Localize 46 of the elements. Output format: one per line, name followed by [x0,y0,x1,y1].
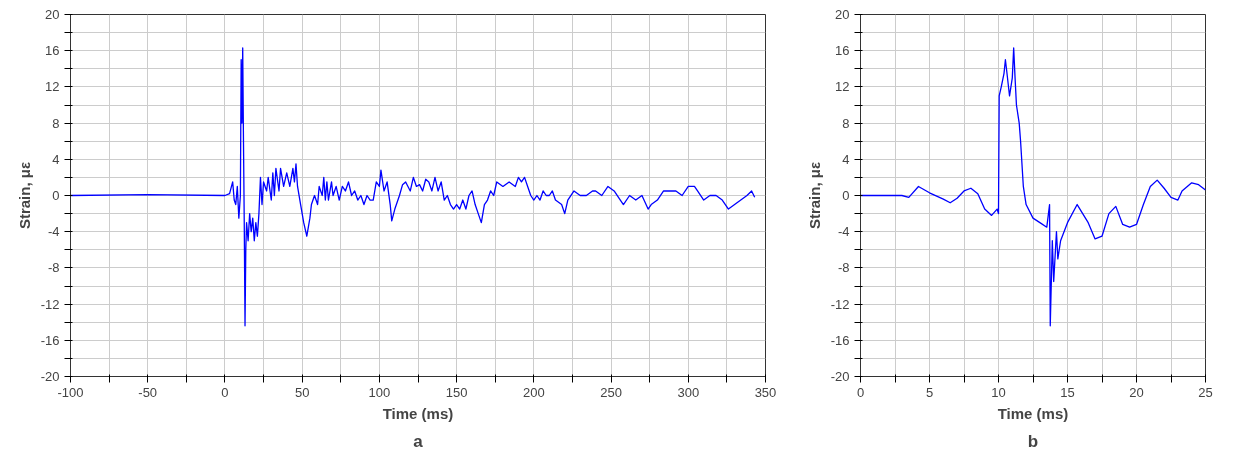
x-tick-label: 100 [368,384,391,400]
y-tick-label: 16 [45,43,60,59]
y-tick-label: 0 [52,188,60,203]
y-tick-label: -4 [837,224,850,240]
y-tick-label: 16 [835,43,850,59]
x-tick-label: 50 [294,384,310,400]
line-series [70,47,756,327]
text: b [1027,431,1039,451]
y-tick-label: -8 [47,260,60,276]
y-tick-label: 12 [45,79,60,95]
y-tick-label: 20 [835,7,850,22]
x-tick-label: 200 [522,384,545,400]
y-axis-title: Strain, με [15,161,33,230]
x-tick-label: 10 [991,384,1006,400]
y-tick-label: -4 [47,224,60,240]
y-tick-label: 8 [52,115,60,131]
x-tick-label: 0 [856,384,865,400]
x-tick-label: 25 [1198,384,1213,400]
y-tick-label: 4 [842,151,850,167]
y-tick-label: 4 [52,151,60,167]
x-axis-title: Time (ms) [997,404,1069,422]
y-tick-label: -8 [837,260,850,276]
line-series [860,47,1206,327]
x-tick-label: 300 [677,384,700,400]
y-tick-label: -16 [830,332,850,348]
y-tick-label: 12 [835,79,850,95]
x-tick-label: -100 [57,384,84,400]
x-tick-label: 5 [925,384,934,400]
y-tick-label: -16 [40,332,60,348]
x-tick-label: -50 [138,384,158,400]
x-tick-label: 250 [600,384,622,400]
y-tick-label: -12 [40,296,60,312]
x-tick-label: 15 [1060,384,1075,400]
x-tick-label: 150 [445,384,468,400]
x-tick-label: 0 [221,384,229,400]
y-tick-label: 20 [45,7,60,22]
text: a [413,431,424,451]
y-tick-label: 0 [842,188,850,203]
x-tick-label: 350 [754,384,777,400]
y-tick-label: -20 [830,369,850,384]
y-tick-label: -12 [830,296,850,312]
y-tick-label: 8 [842,115,850,131]
x-axis-title: Time (ms) [382,404,454,422]
y-tick-label: -20 [40,369,60,384]
x-tick-label: 20 [1129,384,1144,400]
y-axis-title: Strain, με [805,161,823,230]
